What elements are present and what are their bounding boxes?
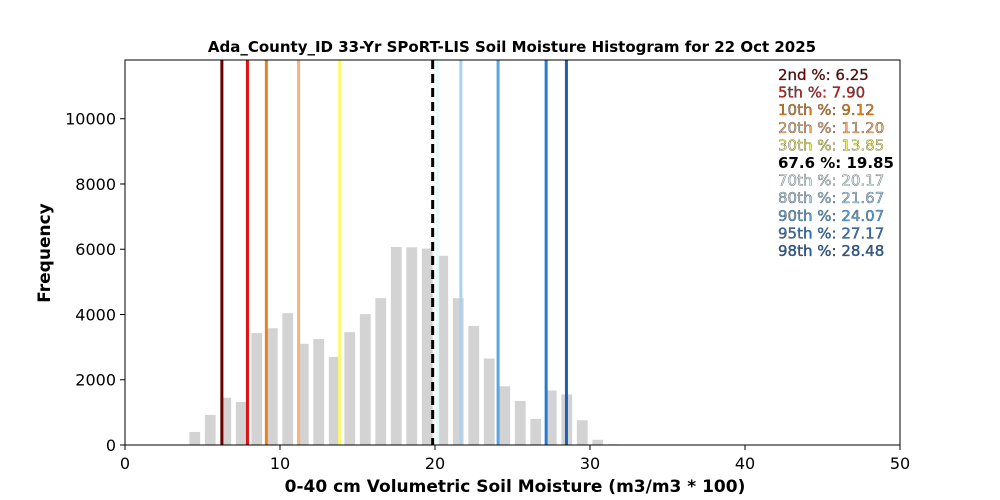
y-tick-label: 10000: [65, 110, 116, 129]
histogram-bar: [204, 414, 216, 445]
histogram-bar: [328, 356, 340, 445]
percentile-label: 67.6 %: 19.85: [778, 154, 894, 172]
histogram-bar: [499, 386, 511, 445]
histogram-bar: [576, 420, 588, 445]
histogram-bar: [421, 248, 433, 445]
histogram-bar: [344, 332, 356, 445]
histogram-bar: [452, 298, 464, 445]
y-tick-label: 2000: [75, 371, 116, 390]
histogram-bar: [359, 314, 371, 445]
percentile-label: 70th %: 20.17: [778, 172, 884, 190]
histogram-bar: [468, 325, 480, 445]
histogram-bar: [235, 401, 247, 445]
percentile-label: 95th %: 27.17: [778, 224, 884, 242]
histogram-bar: [189, 431, 201, 445]
x-axis-title: 0-40 cm Volumetric Soil Moisture (m3/m3 …: [285, 477, 746, 497]
x-axis: 0 10 20 30 40 50: [120, 445, 910, 473]
histogram-bar: [375, 298, 387, 445]
percentile-label: 80th %: 21.67: [778, 189, 884, 207]
y-tick-label: 4000: [75, 305, 116, 324]
y-tick-label: 0: [106, 436, 116, 455]
histogram-bar: [266, 328, 278, 445]
percentile-label: 5th %: 7.90: [778, 84, 865, 102]
histogram-bar: [282, 313, 294, 445]
percentile-label: 10th %: 9.12: [778, 101, 875, 119]
x-tick-label: 0: [120, 454, 130, 473]
histogram-bar: [530, 418, 542, 445]
y-axis-title: Frequency: [35, 203, 55, 303]
histogram-bar: [220, 397, 232, 445]
y-axis: 0 2000 4000 6000 8000 10000: [65, 110, 125, 455]
percentile-label: 90th %: 24.07: [778, 207, 884, 225]
percentile-label: 2nd %: 6.25: [778, 66, 869, 84]
histogram-bars: [189, 246, 619, 445]
x-tick-label: 10: [270, 454, 290, 473]
histogram-bar: [545, 390, 557, 445]
histogram-bar: [297, 343, 309, 445]
plot-frame: [124, 59, 901, 446]
histogram-bar: [437, 255, 449, 445]
y-tick-label: 8000: [75, 175, 116, 194]
percentile-label: 30th %: 13.85: [778, 136, 884, 154]
y-tick-label: 6000: [75, 240, 116, 259]
histogram-bar: [514, 400, 526, 445]
percentile-lines: [220, 60, 568, 445]
x-tick-label: 20: [425, 454, 445, 473]
histogram-bar: [251, 333, 263, 445]
x-tick-label: 30: [580, 454, 600, 473]
percentile-label: 20th %: 11.20: [778, 119, 884, 137]
percentile-label: 98th %: 28.48: [778, 242, 884, 260]
x-tick-label: 50: [890, 454, 910, 473]
histogram-bar: [390, 246, 402, 445]
histogram-bar: [483, 358, 495, 445]
x-tick-label: 40: [735, 454, 755, 473]
histogram-bar: [406, 247, 418, 445]
chart-title: Ada_County_ID 33-Yr SPoRT-LIS Soil Moist…: [208, 38, 816, 56]
histogram-bar: [313, 338, 325, 445]
histogram-bar: [592, 439, 604, 445]
